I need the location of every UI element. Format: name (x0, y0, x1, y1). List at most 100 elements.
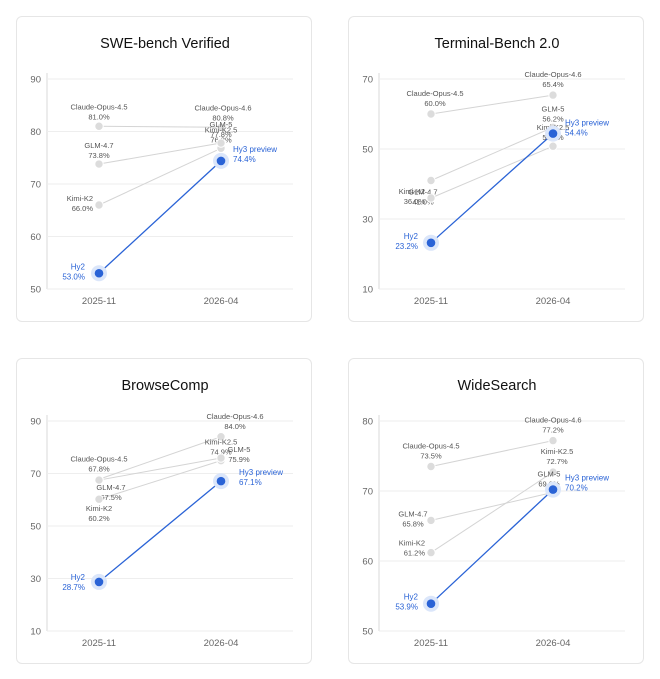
point-glm-4-7 (94, 159, 104, 169)
point-value-label: 77.2% (542, 426, 564, 435)
point-name-label: GLM-4.7 (408, 188, 437, 197)
point-value-label: 72.7% (546, 457, 568, 466)
point-glm-5 (216, 138, 226, 148)
point-value-label: 65.8% (402, 519, 424, 528)
chart-svg: WideSearch 50 60 70 80 2025-11 2026-04 Claude-O… (362, 378, 625, 649)
y-tick-label: 30 (30, 574, 41, 585)
chart-card-widesearch: WideSearch 50 60 70 80 2025-11 2026-04 Claude-O… (348, 358, 644, 664)
point-value-label: 23.2% (395, 242, 418, 251)
point-value-label: 74.9% (210, 448, 232, 457)
point-name-label: Claude-Opus-4.6 (206, 412, 263, 421)
point-value-label: 84.0% (224, 422, 246, 431)
series-line-claude-opus-4-5 (98, 125, 222, 128)
y-tick-label: 50 (362, 627, 373, 638)
point-value-label: 77.8% (210, 130, 232, 139)
x-tick-label: 2026-04 (204, 296, 239, 307)
point-value-label: 67.8% (88, 464, 110, 473)
series-line-hy2 (98, 480, 222, 583)
point-name-label: GLM-5 (210, 120, 233, 129)
point-hy3-preview (216, 156, 226, 166)
point-value-label: 73.8% (88, 151, 110, 160)
point-claude-opus-4-5 (426, 461, 436, 472)
point-name-label: Kimi-K2 (86, 504, 112, 513)
point-name-label: Hy2 (71, 262, 86, 271)
x-tick-label: 2025-11 (82, 296, 116, 307)
point-name-label: GLM-4.7 (96, 483, 125, 492)
point-name-label: Kimi-K2.5 (205, 438, 238, 447)
point-name-label: GLM-5 (538, 469, 561, 478)
point-claude-opus-4-6 (548, 90, 558, 100)
point-name-label: Claude-Opus-4.5 (70, 102, 127, 111)
point-kimi-k2-5 (548, 141, 558, 151)
point-claude-opus-4-5 (426, 109, 436, 119)
y-tick-label: 70 (362, 75, 373, 86)
series-line-kimi-k2 (430, 145, 554, 199)
y-tick-label: 30 (362, 215, 373, 226)
point-name-label: Hy2 (71, 573, 86, 582)
series-line-claude-opus-4-5 (430, 94, 554, 115)
point-name-label: Kimi-K2 (67, 194, 93, 203)
y-tick-label: 70 (362, 487, 373, 498)
series-line-glm-4-7 (430, 491, 554, 521)
point-value-label: 53.0% (62, 272, 85, 281)
y-tick-label: 60 (362, 557, 373, 568)
x-tick-label: 2026-04 (536, 296, 571, 307)
point-name-label: Hy3 preview (565, 474, 609, 483)
series-line-kimi-k2 (98, 147, 222, 206)
point-name-label: GLM-4.7 (84, 141, 113, 150)
point-name-label: GLM-5 (542, 104, 565, 113)
point-value-label: 41.0% (412, 198, 434, 207)
chart-title: WideSearch (458, 378, 537, 394)
point-value-label: 54.4% (565, 129, 588, 138)
point-hy2 (94, 577, 104, 587)
series-line-hy2 (430, 489, 554, 605)
point-value-label: 81.0% (88, 112, 110, 121)
chart-card-swe-bench-verified: SWE-bench Verified 50 60 70 80 90 2025-11 2026-… (16, 16, 312, 322)
point-value-label: 74.4% (233, 155, 256, 164)
y-tick-label: 90 (30, 417, 41, 428)
chart-card-terminal-bench: Terminal-Bench 2.0 10 30 50 70 2025-11 2026-04… (348, 16, 644, 322)
point-kimi-k2-5 (548, 467, 558, 477)
point-glm-4-7 (426, 175, 436, 186)
point-name-label: Kimi-K2 (399, 539, 425, 548)
point-value-label: 65.4% (542, 80, 564, 89)
y-tick-label: 70 (30, 469, 41, 480)
point-value-label: 75.9% (228, 455, 250, 464)
x-tick-label: 2025-11 (82, 638, 116, 649)
x-tick-label: 2025-11 (414, 296, 448, 307)
y-tick-label: 80 (362, 417, 373, 428)
point-glm-4-7 (426, 515, 436, 526)
y-tick-label: 70 (30, 180, 41, 191)
series-line-glm-4-7 (430, 126, 554, 181)
point-glm-5 (216, 453, 226, 463)
series-line-glm-4-7 (98, 142, 222, 165)
point-kimi-k2 (94, 200, 104, 210)
series-line-hy2 (430, 133, 554, 244)
series-line-kimi-k2 (430, 471, 554, 554)
y-tick-label: 10 (30, 627, 41, 638)
point-claude-opus-4-6 (548, 435, 558, 446)
point-hy3-preview (216, 476, 226, 486)
point-name-label: Hy3 preview (565, 119, 609, 128)
point-value-label: 73.5% (420, 452, 442, 461)
point-value-label: 67.5% (100, 493, 122, 502)
point-name-label: Claude-Opus-4.6 (524, 70, 581, 79)
point-value-label: 28.7% (62, 583, 85, 592)
point-name-label: GLM-5 (228, 445, 251, 454)
chart-svg: Terminal-Bench 2.0 10 30 50 70 2025-11 2026-04… (362, 36, 625, 307)
point-claude-opus-4-6 (216, 122, 226, 133)
y-tick-label: 50 (362, 145, 373, 156)
point-hy2 (426, 238, 436, 248)
y-tick-label: 10 (362, 285, 373, 296)
point-value-label: 61.2% (404, 549, 426, 558)
point-name-label: Kimi-K2 (399, 187, 425, 196)
point-name-label: Claude-Opus-4.6 (524, 416, 581, 425)
chart-svg: SWE-bench Verified 50 60 70 80 90 2025-11 2026-… (30, 36, 293, 307)
point-hy3-preview (548, 129, 558, 138)
point-value-label: 70.2% (565, 484, 588, 493)
y-tick-label: 80 (30, 127, 41, 138)
point-hy2 (426, 599, 436, 608)
point-value-label: 60.2% (88, 514, 110, 523)
point-value-label: 67.1% (239, 478, 262, 487)
point-name-label: Hy2 (404, 232, 419, 241)
